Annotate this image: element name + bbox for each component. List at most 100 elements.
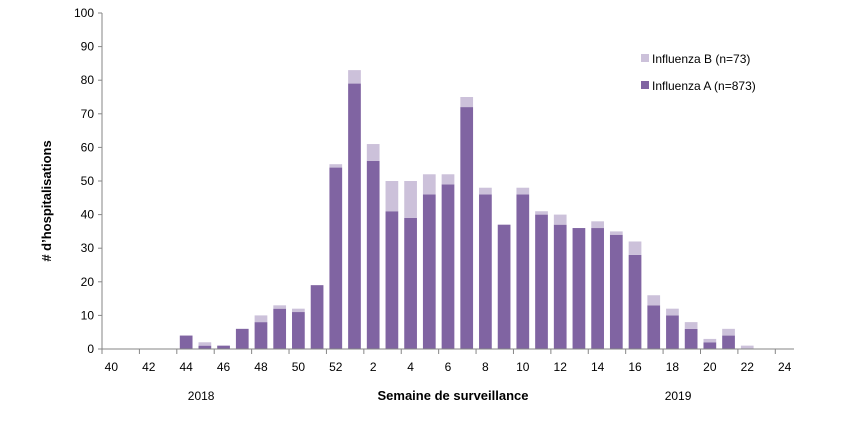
x-tick-label: 10 xyxy=(516,360,530,374)
bar-influenza-b xyxy=(329,164,343,168)
x-tick-label: 48 xyxy=(254,360,268,374)
legend-swatch-influenza-a xyxy=(641,81,649,89)
bar-influenza-a xyxy=(254,322,268,349)
legend-swatch-influenza-b xyxy=(641,54,649,62)
legend-label-influenza-a: Influenza A (n=873) xyxy=(652,79,756,93)
bar-influenza-b xyxy=(535,211,548,215)
y-tick-label: 70 xyxy=(81,107,95,121)
x-tick-label: 42 xyxy=(142,360,156,374)
x-tick-label: 46 xyxy=(217,360,231,374)
bar-influenza-a xyxy=(666,315,679,349)
year-labels: 2018 2019 xyxy=(188,389,692,403)
bar-influenza-b xyxy=(516,187,530,195)
x-tick-label: 22 xyxy=(741,360,755,374)
bar-influenza-a xyxy=(553,224,567,349)
y-tick-label: 60 xyxy=(81,140,95,154)
year-label: 2018 xyxy=(188,389,215,403)
y-axis-title: # d’hospitalisations xyxy=(39,140,54,261)
bar-influenza-b xyxy=(273,305,287,309)
x-axis-title: Semaine de surveillance xyxy=(377,388,528,403)
bar-influenza-a xyxy=(404,217,417,349)
bar-influenza-b xyxy=(740,345,754,349)
x-tick-label: 8 xyxy=(482,360,489,374)
y-tick-label: 20 xyxy=(81,275,95,289)
bar-influenza-a xyxy=(722,335,735,349)
bar-influenza-a xyxy=(385,211,399,349)
bar-influenza-a xyxy=(198,345,212,349)
bar-influenza-a xyxy=(628,254,642,349)
bar-influenza-a xyxy=(703,342,717,349)
y-tick-label: 0 xyxy=(87,342,94,356)
bar-influenza-b xyxy=(460,97,474,108)
bar-influenza-b xyxy=(628,241,642,255)
bar-influenza-a xyxy=(535,214,548,349)
bar-influenza-a xyxy=(217,345,230,349)
bar-influenza-a xyxy=(479,194,492,349)
bar-influenza-a xyxy=(572,228,586,349)
y-tick-label: 10 xyxy=(81,308,95,322)
bars xyxy=(179,70,754,349)
x-tick-label: 50 xyxy=(292,360,306,374)
bar-influenza-b xyxy=(479,187,492,195)
legend-label-influenza-b: Influenza B (n=73) xyxy=(652,52,750,66)
x-tick-label: 12 xyxy=(554,360,568,374)
bar-influenza-a xyxy=(329,167,343,349)
y-tick-label: 100 xyxy=(74,6,94,20)
bar-influenza-b xyxy=(198,342,212,346)
x-tick-label: 20 xyxy=(703,360,717,374)
x-tick-label: 16 xyxy=(628,360,642,374)
bar-influenza-a xyxy=(292,312,305,349)
bar-influenza-a xyxy=(273,308,287,349)
bar-influenza-b xyxy=(441,174,455,185)
bar-influenza-a xyxy=(497,224,511,349)
x-tick-label: 18 xyxy=(666,360,680,374)
y-tick-label: 80 xyxy=(81,73,95,87)
y-tick-label: 30 xyxy=(81,241,95,255)
bar-influenza-a xyxy=(441,184,455,349)
bar-influenza-b xyxy=(366,144,380,161)
bar-influenza-a xyxy=(684,328,698,349)
bar-influenza-a xyxy=(460,107,474,349)
bar-influenza-a xyxy=(348,83,361,349)
axes xyxy=(101,13,794,350)
y-tick-label: 50 xyxy=(81,174,95,188)
x-tick-label: 6 xyxy=(445,360,452,374)
bar-influenza-b xyxy=(553,214,567,225)
bar-influenza-b xyxy=(722,328,735,336)
y-tick-label: 40 xyxy=(81,208,95,222)
y-tick-label: 90 xyxy=(81,40,95,54)
bar-influenza-a xyxy=(235,328,249,349)
bar-influenza-b xyxy=(292,308,305,313)
bar-influenza-b xyxy=(591,221,604,229)
bar-influenza-b xyxy=(647,295,661,306)
x-tick-label: 44 xyxy=(179,360,193,374)
bar-influenza-b xyxy=(422,174,436,195)
x-tick-label: 40 xyxy=(105,360,119,374)
bar-influenza-b xyxy=(404,181,417,218)
bar-influenza-b xyxy=(385,181,399,212)
x-tick-label: 24 xyxy=(778,360,792,374)
bar-influenza-a xyxy=(647,305,661,349)
y-axis-ticks: 0 10 20 30 40 50 60 70 80 90 100 xyxy=(74,6,102,356)
bar-influenza-b xyxy=(684,322,698,329)
bar-influenza-b xyxy=(703,338,717,343)
x-axis-ticks: 40 42 44 46 48 50 52 2 4 6 8 10 12 14 16 18 20 22 24 xyxy=(101,349,792,374)
year-label: 2019 xyxy=(665,389,692,403)
bar-influenza-b xyxy=(254,315,268,323)
bar-influenza-b xyxy=(666,308,679,316)
legend: Influenza B (n=73) Influenza A (n=873) xyxy=(641,52,756,93)
bar-influenza-b xyxy=(348,70,361,84)
bar-influenza-a xyxy=(310,285,324,349)
bar-influenza-a xyxy=(591,228,604,349)
bar-influenza-a xyxy=(179,335,193,349)
bar-influenza-b xyxy=(609,231,623,235)
x-tick-label: 2 xyxy=(370,360,377,374)
bar-influenza-a xyxy=(609,234,623,349)
x-tick-label: 52 xyxy=(329,360,343,374)
x-tick-label: 14 xyxy=(591,360,605,374)
x-tick-label: 4 xyxy=(407,360,414,374)
bar-influenza-a xyxy=(516,194,530,349)
bar-influenza-a xyxy=(422,194,436,349)
bar-influenza-a xyxy=(366,160,380,349)
